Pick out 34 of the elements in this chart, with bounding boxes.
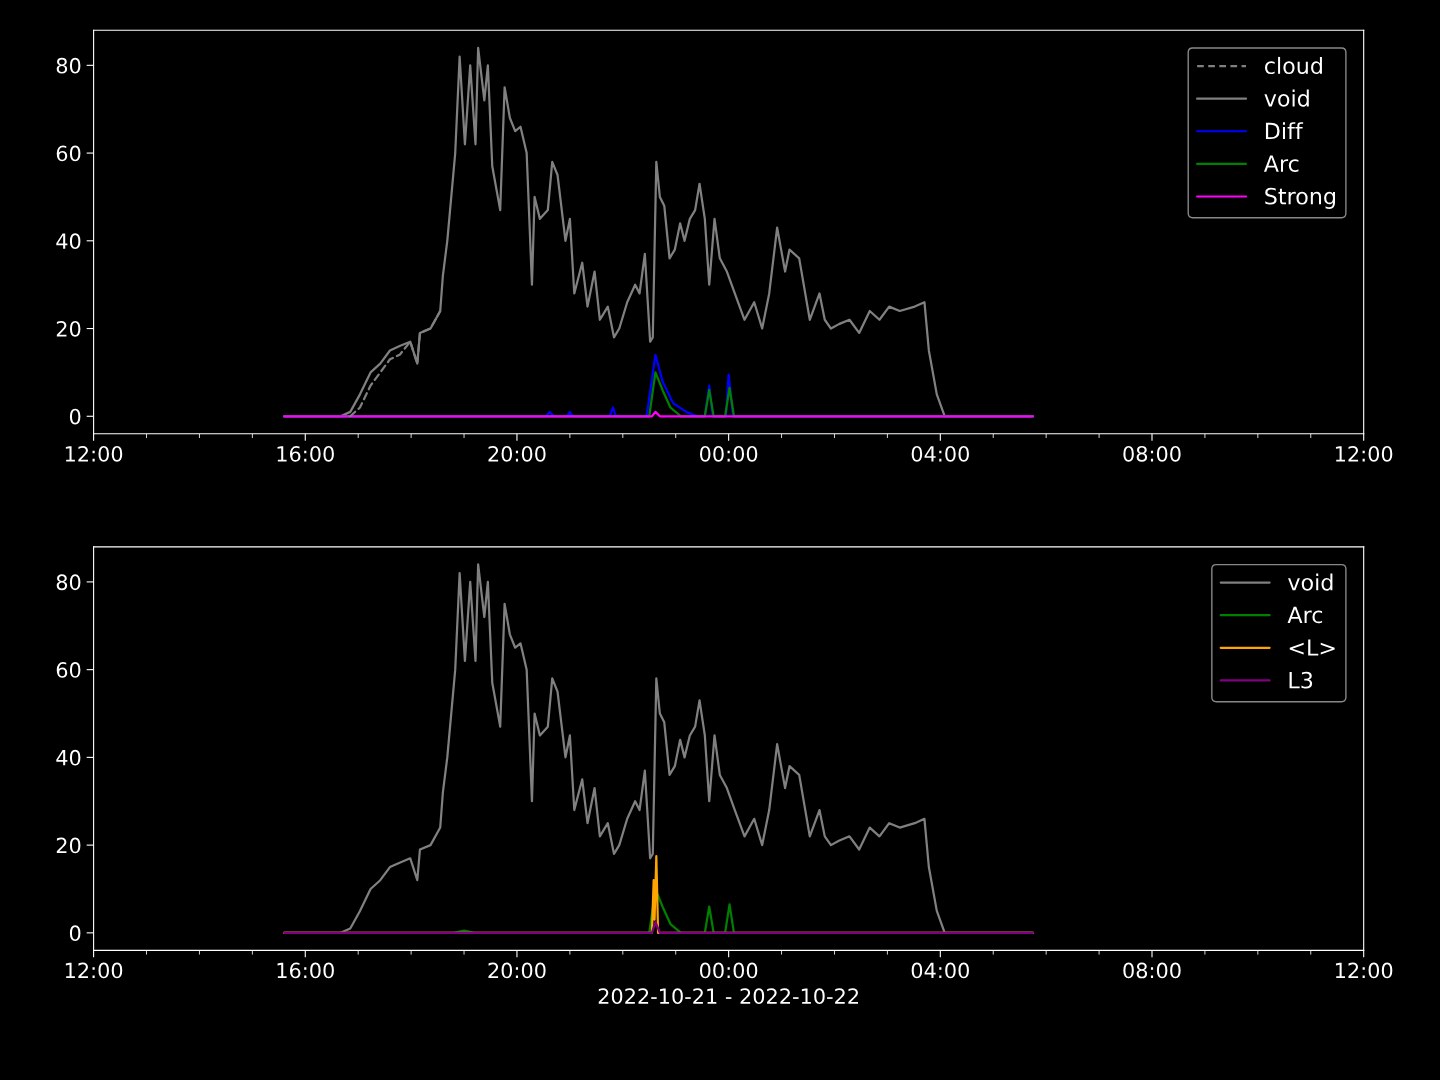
x-tick-label: 08:00 [1123, 962, 1181, 979]
x-tick-label: 12:00 [1335, 962, 1393, 979]
x-tick-label: 04:00 [911, 445, 969, 462]
x-tick-label: 12:00 [65, 962, 123, 979]
legend-label: cloud [1265, 56, 1322, 75]
x-tick-label: 00:00 [699, 445, 758, 462]
y-tick-label: 0 [69, 925, 81, 942]
x-tick-label: 16:00 [277, 962, 334, 979]
x-tick-label: 12:00 [65, 445, 123, 462]
legend-label: Arc [1287, 606, 1323, 624]
x-tick-label: 00:00 [699, 962, 758, 979]
legend-label: L3 [1289, 671, 1313, 689]
y-tick-label: 0 [69, 408, 81, 425]
x-tick-label: 12:00 [1335, 445, 1393, 462]
legend-label: Strong [1265, 187, 1335, 209]
y-tick-label: 40 [56, 749, 81, 766]
y-tick-label: 60 [56, 662, 81, 678]
legend-label: <L> [1289, 639, 1335, 656]
y-tick-label: 80 [56, 57, 81, 74]
x-tick-label: 20:00 [488, 445, 546, 462]
x-axis-title: 2022-10-21 - 2022-10-22 [598, 988, 859, 1005]
y-tick-label: 40 [56, 233, 81, 250]
x-tick-label: 04:00 [911, 962, 969, 979]
legend-label: void [1288, 573, 1333, 591]
y-tick-label: 20 [56, 837, 81, 854]
y-tick-label: 20 [56, 320, 81, 337]
y-tick-label: 80 [56, 574, 81, 591]
y-tick-label: 60 [56, 145, 81, 162]
legend-label: Diff [1265, 122, 1304, 140]
x-tick-label: 08:00 [1123, 445, 1181, 462]
x-tick-label: 20:00 [488, 962, 546, 979]
legend-label: Arc [1263, 155, 1299, 172]
legend-label: void [1264, 89, 1309, 107]
x-tick-label: 16:00 [277, 445, 334, 462]
